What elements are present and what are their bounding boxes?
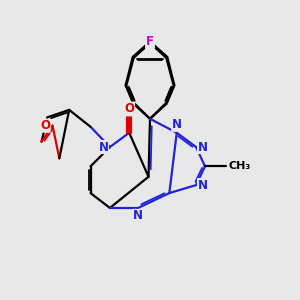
Text: N: N (198, 178, 208, 192)
Text: N: N (198, 140, 208, 154)
Text: CH₃: CH₃ (228, 161, 250, 171)
Text: N: N (133, 209, 143, 222)
Text: N: N (98, 140, 108, 154)
Text: O: O (124, 103, 134, 116)
Text: O: O (40, 119, 50, 132)
Text: N: N (172, 118, 182, 131)
Text: F: F (146, 35, 154, 48)
